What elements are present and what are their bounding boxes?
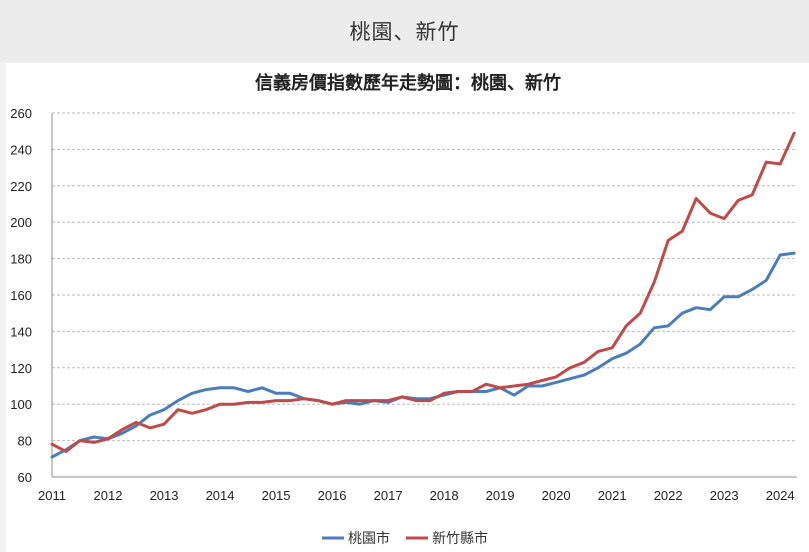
page-title: 桃園、新竹 xyxy=(349,20,460,44)
series-line-1 xyxy=(50,131,796,453)
y-tick-label: 240 xyxy=(10,142,32,157)
x-tick-label: 2017 xyxy=(374,488,403,503)
series-lines xyxy=(50,131,796,459)
y-tick-label: 140 xyxy=(10,324,32,339)
legend-label-0: 桃園市 xyxy=(348,530,390,547)
y-tick-label: 160 xyxy=(10,288,32,303)
page-header: 桃園、新竹 xyxy=(0,0,809,62)
x-tick-label: 2014 xyxy=(206,488,235,503)
x-tick-label: 2016 xyxy=(318,488,347,503)
x-tick-label: 2021 xyxy=(598,488,627,503)
x-tick-label: 2023 xyxy=(710,488,739,503)
grid-lines xyxy=(52,112,797,442)
legend: 桃園市 新竹縣市 xyxy=(322,530,488,547)
x-tick-label: 2018 xyxy=(430,488,459,503)
price-index-chart: 信義房價指數歷年走勢圖：桃園、新竹 60 80 100 120 140 160 180 200… xyxy=(10,72,797,547)
x-tick-label: 2012 xyxy=(94,488,123,503)
y-tick-label: 200 xyxy=(10,215,32,230)
x-tick-label: 2015 xyxy=(262,488,291,503)
x-tick-label: 2011 xyxy=(38,488,66,503)
y-tick-label: 260 xyxy=(10,106,32,121)
y-tick-label: 80 xyxy=(18,434,32,449)
x-tick-label: 2019 xyxy=(486,488,515,503)
series-line-0 xyxy=(50,251,796,459)
y-axis-ticks: 60 80 100 120 140 160 180 200 220 240 260 xyxy=(10,106,32,485)
chart-panel: 信義房價指數歷年走勢圖：桃園、新竹 60 80 100 120 140 160 180 200… xyxy=(6,63,809,552)
x-axis-ticks: 2011 2012 2013 2014 2015 2016 2017 2018 2019 2020… xyxy=(38,488,795,503)
y-tick-label: 60 xyxy=(18,470,32,485)
legend-label-1: 新竹縣市 xyxy=(432,530,488,547)
y-tick-label: 180 xyxy=(10,252,32,267)
x-tick-label: 2024 xyxy=(766,488,795,503)
x-tick-label: 2022 xyxy=(654,488,683,503)
y-tick-label: 120 xyxy=(10,361,32,376)
y-tick-label: 100 xyxy=(10,397,32,412)
chart-title: 信義房價指數歷年走勢圖：桃園、新竹 xyxy=(255,72,561,94)
x-tick-label: 2013 xyxy=(150,488,179,503)
axes xyxy=(51,113,797,478)
x-tick-label: 2020 xyxy=(542,488,571,503)
y-tick-label: 220 xyxy=(10,179,32,194)
